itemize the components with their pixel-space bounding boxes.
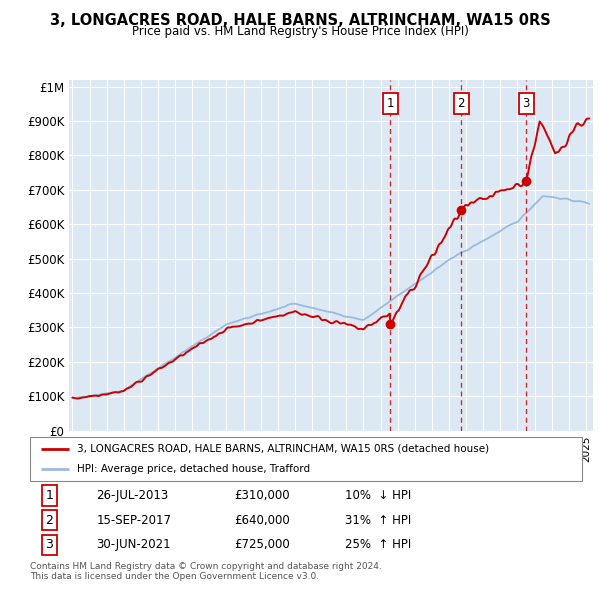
Text: Contains HM Land Registry data © Crown copyright and database right 2024.: Contains HM Land Registry data © Crown c…	[30, 562, 382, 571]
Text: 3, LONGACRES ROAD, HALE BARNS, ALTRINCHAM, WA15 0RS: 3, LONGACRES ROAD, HALE BARNS, ALTRINCHA…	[50, 13, 550, 28]
Text: 26-JUL-2013: 26-JUL-2013	[96, 489, 169, 502]
Text: 3, LONGACRES ROAD, HALE BARNS, ALTRINCHAM, WA15 0RS (detached house): 3, LONGACRES ROAD, HALE BARNS, ALTRINCHA…	[77, 444, 489, 454]
Text: 31%  ↑ HPI: 31% ↑ HPI	[344, 513, 411, 527]
Text: 2: 2	[457, 97, 465, 110]
Text: 25%  ↑ HPI: 25% ↑ HPI	[344, 538, 411, 551]
FancyBboxPatch shape	[30, 437, 582, 481]
Text: 2: 2	[46, 513, 53, 527]
Text: HPI: Average price, detached house, Trafford: HPI: Average price, detached house, Traf…	[77, 464, 310, 474]
Text: 3: 3	[46, 538, 53, 551]
Text: 3: 3	[523, 97, 530, 110]
Text: 1: 1	[46, 489, 53, 502]
Text: This data is licensed under the Open Government Licence v3.0.: This data is licensed under the Open Gov…	[30, 572, 319, 581]
Text: 10%  ↓ HPI: 10% ↓ HPI	[344, 489, 411, 502]
Text: £640,000: £640,000	[234, 513, 290, 527]
Text: £310,000: £310,000	[234, 489, 290, 502]
Text: 15-SEP-2017: 15-SEP-2017	[96, 513, 171, 527]
Text: 30-JUN-2021: 30-JUN-2021	[96, 538, 171, 551]
Text: 1: 1	[386, 97, 394, 110]
Text: Price paid vs. HM Land Registry's House Price Index (HPI): Price paid vs. HM Land Registry's House …	[131, 25, 469, 38]
Text: £725,000: £725,000	[234, 538, 290, 551]
